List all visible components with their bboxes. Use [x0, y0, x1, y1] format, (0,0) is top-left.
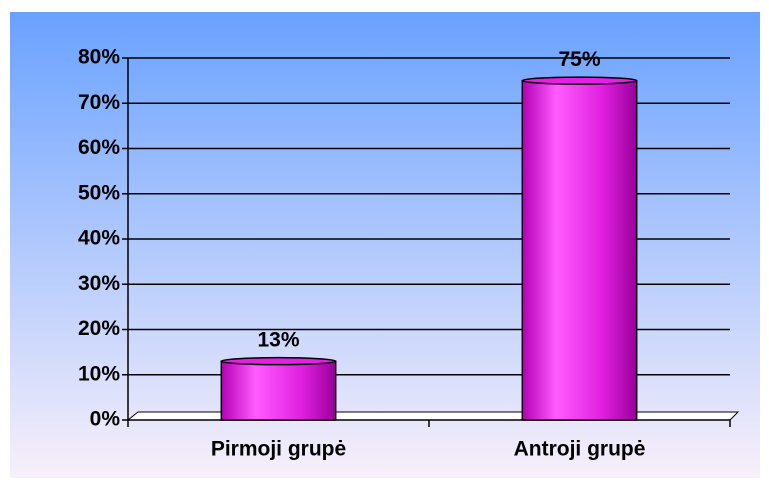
y-tick-label: 60% [78, 136, 120, 159]
chart-background [10, 12, 760, 478]
y-tick-label: 10% [78, 362, 120, 385]
data-label: 13% [257, 329, 299, 352]
y-tick-label: 0% [90, 408, 121, 431]
y-tick-label: 30% [78, 272, 120, 295]
data-label: 75% [558, 48, 600, 71]
y-tick-label: 40% [78, 227, 120, 250]
y-tick-label: 70% [78, 91, 120, 114]
y-tick-label: 80% [78, 46, 120, 69]
y-tick-label: 50% [78, 181, 120, 204]
bar-top [220, 356, 337, 366]
x-tick-label: Antroji grupė [514, 438, 646, 461]
bar [220, 360, 337, 421]
bar [521, 79, 638, 421]
floor [126, 411, 740, 421]
y-tick-label: 20% [78, 317, 120, 340]
bar-top [521, 76, 638, 85]
x-tick-label: Pirmoji grupė [211, 438, 346, 461]
